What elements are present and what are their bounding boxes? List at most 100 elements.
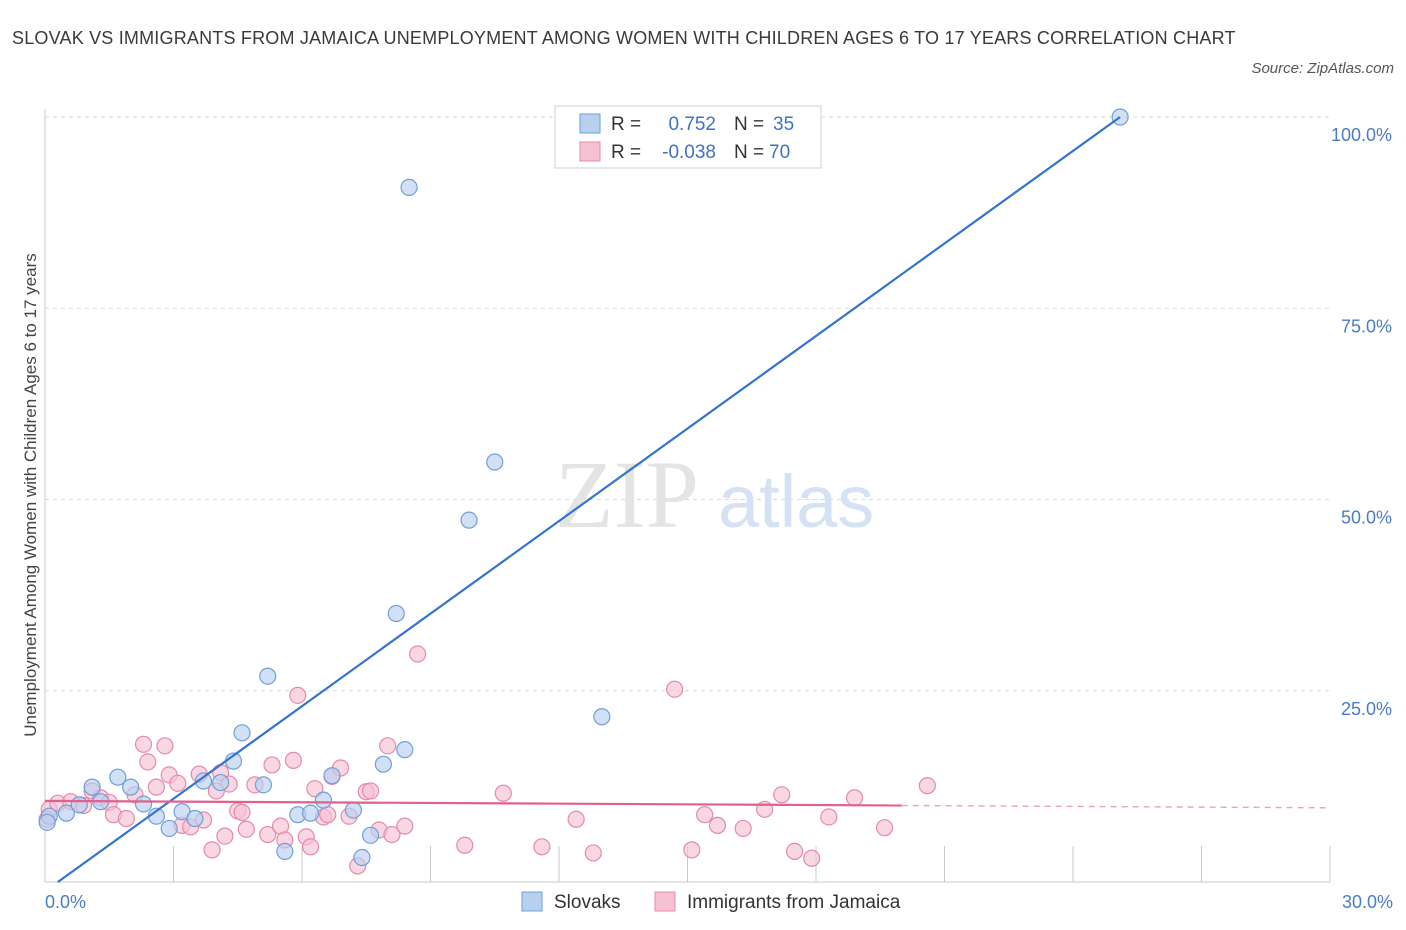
x-tick-label-0: 0.0% (45, 892, 86, 912)
jamaica-point-50 (409, 645, 427, 663)
slovaks-point-9 (160, 819, 178, 838)
slovaks-point-2 (70, 796, 88, 814)
slovaks-point-34 (38, 813, 56, 831)
legend-label-jamaica: Immigrants from Jamaica (687, 892, 901, 913)
stats-legend-swatch-slovaks (579, 113, 601, 134)
watermark-atlas: atlas (718, 460, 874, 543)
series-slovaks-points (38, 108, 1129, 867)
slovaks-point-11 (186, 809, 204, 828)
jamaica-point-48 (383, 825, 401, 844)
stats-r-value-jamaica: -0.038 (662, 142, 716, 163)
legend-swatch-jamaica (654, 891, 676, 912)
jamaica-point-63 (785, 842, 804, 861)
slovaks-point-21 (314, 791, 333, 809)
y-tick-label-1: 75.0% (1341, 316, 1392, 336)
y-axis-label: Unemployment Among Women with Children A… (21, 253, 40, 737)
watermark-zip: ZIP (555, 441, 699, 548)
jamaica-point-29 (259, 825, 277, 844)
jamaica-point-45 (361, 782, 380, 800)
jamaica-point-34 (289, 686, 307, 704)
slovaks-point-28 (396, 741, 414, 759)
jamaica-point-51 (456, 836, 474, 854)
jamaica-point-11 (139, 753, 157, 771)
slovaks-point-29 (400, 178, 418, 196)
stats-legend: R = 0.752 N = 35 R = -0.038 N = 70 (554, 105, 822, 169)
jamaica-point-53 (533, 838, 551, 856)
jamaica-point-49 (396, 817, 414, 835)
series-legend: Slovaks Immigrants from Jamaica (521, 891, 901, 913)
jamaica-trend-extension (901, 804, 1331, 809)
jamaica-point-57 (683, 841, 701, 859)
slovaks-point-26 (374, 755, 392, 773)
trend-lines (44, 116, 1331, 883)
jamaica-point-62 (773, 786, 791, 804)
source-credit: Source: ZipAtlas.com (1251, 60, 1394, 77)
jamaica-point-8 (117, 809, 135, 828)
y-tick-labels: 100.0% 75.0% 50.0% 25.0% (1331, 125, 1392, 719)
slovaks-point-7 (134, 795, 153, 813)
slovaks-point-27 (387, 604, 405, 623)
jamaica-trend-line (44, 799, 902, 807)
stats-r-label-slovaks: R = (611, 114, 641, 135)
jamaica-point-26 (233, 803, 251, 821)
jamaica-point-47 (379, 737, 397, 755)
slovaks-point-6 (122, 778, 140, 796)
jamaica-point-27 (237, 820, 255, 838)
stats-n-value-jamaica: 70 (769, 142, 790, 163)
series-jamaica-points (38, 645, 936, 875)
jamaica-point-37 (306, 780, 324, 798)
jamaica-point-58 (696, 806, 714, 824)
x-tick-labels: 0.0% 30.0% (45, 892, 1393, 912)
jamaica-point-13 (156, 737, 174, 755)
jamaica-point-23 (216, 827, 234, 845)
jamaica-point-67 (875, 819, 894, 837)
jamaica-point-56 (666, 680, 684, 698)
watermark: ZIP atlas (555, 441, 874, 548)
jamaica-point-60 (734, 819, 752, 838)
y-tick-label-3: 25.0% (1341, 699, 1392, 719)
slovaks-trend-line (57, 116, 1121, 883)
jamaica-point-55 (584, 844, 602, 862)
slovaks-point-18 (276, 842, 294, 861)
stats-r-label-jamaica: R = (611, 142, 641, 163)
grid-lines (45, 116, 1330, 692)
slovaks-point-12 (194, 772, 213, 790)
jamaica-point-59 (708, 816, 727, 834)
stats-r-value-slovaks: 0.752 (668, 114, 716, 135)
jamaica-point-15 (169, 774, 187, 792)
slovaks-point-23 (344, 801, 362, 819)
slovaks-point-1 (57, 804, 76, 822)
slovaks-point-13 (212, 773, 230, 792)
jamaica-point-39 (319, 806, 337, 824)
legend-label-slovaks: Slovaks (554, 892, 621, 913)
jamaica-point-66 (845, 789, 864, 807)
stats-n-value-slovaks: 35 (773, 114, 794, 135)
y-tick-label-2: 50.0% (1341, 508, 1392, 528)
slovaks-point-3 (83, 778, 101, 796)
jamaica-point-64 (803, 849, 821, 867)
jamaica-point-54 (567, 810, 585, 828)
slovaks-point-16 (254, 776, 273, 794)
slovaks-point-17 (259, 667, 277, 685)
jamaica-point-33 (284, 751, 303, 769)
slovaks-point-20 (301, 804, 320, 822)
slovaks-point-24 (353, 848, 371, 867)
jamaica-point-65 (820, 808, 838, 826)
stats-legend-swatch-jamaica (579, 141, 601, 162)
slovaks-point-30 (460, 511, 478, 529)
jamaica-point-36 (301, 838, 320, 856)
slovaks-point-15 (233, 724, 251, 742)
stats-n-label-jamaica: N = (734, 142, 764, 163)
jamaica-point-20 (203, 841, 221, 859)
slovaks-point-25 (361, 826, 380, 844)
slovaks-point-22 (323, 767, 341, 785)
jamaica-point-52 (494, 784, 512, 802)
jamaica-point-68 (918, 777, 936, 795)
slovaks-point-5 (109, 768, 127, 786)
legend-swatch-slovaks (521, 891, 543, 912)
y-tick-label-0: 100.0% (1331, 125, 1392, 145)
jamaica-point-10 (134, 735, 153, 753)
chart-title: SLOVAK VS IMMIGRANTS FROM JAMAICA UNEMPL… (12, 28, 1236, 48)
slovaks-point-32 (593, 708, 611, 726)
